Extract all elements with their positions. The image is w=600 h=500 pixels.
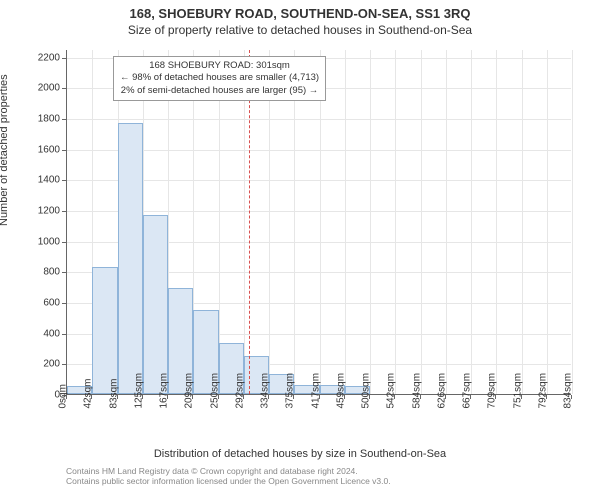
x-gridline [269,50,270,394]
chart-container: 168, SHOEBURY ROAD, SOUTHEND-ON-SEA, SS1… [0,0,600,500]
y-tick-label: 1600 [10,144,60,155]
annotation-line2: ← 98% of detached houses are smaller (4,… [120,72,319,84]
footer-line2: Contains public sector information licen… [66,476,391,486]
x-gridline [471,50,472,394]
x-gridline [547,50,548,394]
y-tick-label: 1000 [10,236,60,247]
y-gridline [67,119,571,120]
x-gridline [446,50,447,394]
x-gridline [496,50,497,394]
x-gridline [421,50,422,394]
y-tick-label: 1400 [10,175,60,186]
y-tick-label: 1200 [10,206,60,217]
chart-title: 168, SHOEBURY ROAD, SOUTHEND-ON-SEA, SS1… [0,0,600,21]
y-tick-mark [62,272,66,273]
y-tick-mark [62,58,66,59]
x-gridline [345,50,346,394]
reference-marker-line [249,50,250,394]
y-tick-mark [62,242,66,243]
y-tick-label: 0 [10,390,60,401]
y-tick-label: 400 [10,328,60,339]
y-tick-mark [62,364,66,365]
histogram-bar [118,123,143,394]
chart-subtitle: Size of property relative to detached ho… [0,21,600,37]
histogram-bar [143,215,168,394]
y-tick-mark [62,180,66,181]
annotation-line3: 2% of semi-detached houses are larger (9… [120,85,319,97]
footer-text: Contains HM Land Registry data © Crown c… [66,466,391,486]
annotation-box: 168 SHOEBURY ROAD: 301sqm ← 98% of detac… [113,56,326,101]
plot-area: 168 SHOEBURY ROAD: 301sqm ← 98% of detac… [66,50,571,395]
y-tick-label: 2000 [10,83,60,94]
annotation-line1: 168 SHOEBURY ROAD: 301sqm [120,60,319,72]
x-gridline [370,50,371,394]
y-tick-mark [62,119,66,120]
y-tick-label: 1800 [10,114,60,125]
y-tick-label: 600 [10,298,60,309]
y-tick-label: 200 [10,359,60,370]
y-tick-label: 2200 [10,52,60,63]
x-axis-label: Distribution of detached houses by size … [0,448,600,460]
x-gridline [244,50,245,394]
footer-line1: Contains HM Land Registry data © Crown c… [66,466,391,476]
y-tick-mark [62,211,66,212]
y-tick-mark [62,150,66,151]
x-gridline [395,50,396,394]
x-gridline [522,50,523,394]
histogram-bar [92,267,117,394]
x-gridline [320,50,321,394]
x-gridline [294,50,295,394]
y-axis-label: Number of detached properties [0,74,10,226]
x-gridline [219,50,220,394]
y-tick-mark [62,88,66,89]
y-tick-label: 800 [10,267,60,278]
y-tick-mark [62,334,66,335]
y-tick-mark [62,303,66,304]
x-gridline [572,50,573,394]
